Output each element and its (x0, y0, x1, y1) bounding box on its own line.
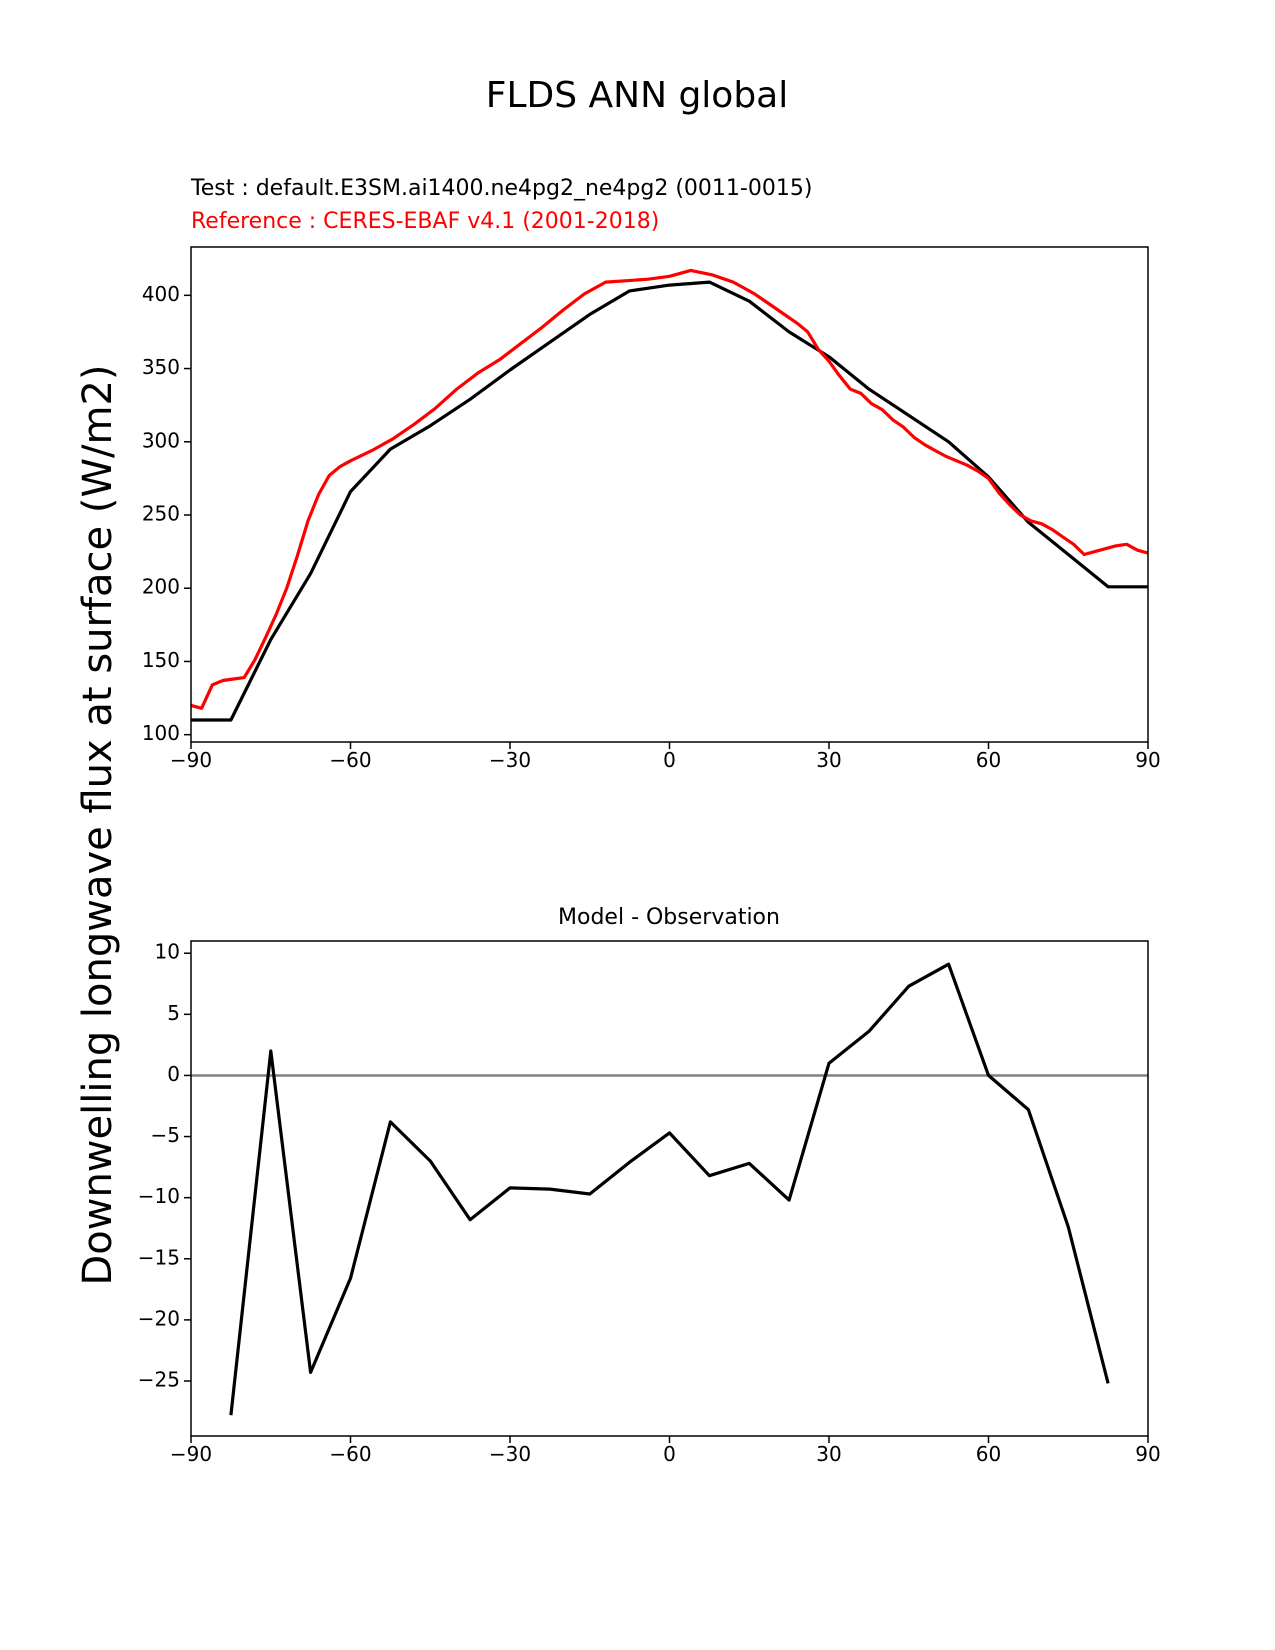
top-series-line-1 (190, 268, 1149, 710)
top-y-tick-label: 400 (142, 282, 180, 306)
bottom-y-tick-label: 0 (167, 1062, 180, 1086)
top-y-tick-label: 100 (142, 721, 180, 745)
top-x-tick-label: 90 (1135, 748, 1160, 772)
bottom-y-tick-label: 10 (155, 940, 180, 964)
top-y-tick-label: 150 (142, 648, 180, 672)
top-y-tick-label: 300 (142, 428, 180, 452)
reference-label: Reference : CERES-EBAF v4.1 (2001-2018) (191, 209, 659, 234)
difference-panel-title: Model - Observation (558, 905, 780, 930)
bottom-x-tick-label: 30 (816, 1442, 841, 1466)
bottom-y-tick-label: −20 (138, 1306, 180, 1330)
bottom-x-tick-label: 90 (1135, 1442, 1160, 1466)
test-vs-reference-panel: Test : default.E3SM.ai1400.ne4pg2_ne4pg2… (142, 176, 1161, 772)
difference-panel: Model - Observation −90 −60 −30 0 30 60 90 −25 −… (138, 905, 1161, 1466)
bottom-y-tick-label: −15 (138, 1245, 180, 1269)
bottom-x-tick-label: −90 (170, 1442, 212, 1466)
top-x-tick-label: 0 (663, 748, 676, 772)
bottom-y-tick-label: −5 (151, 1123, 180, 1147)
top-y-tick-label: 350 (142, 355, 180, 379)
bottom-y-tick-label: 5 (167, 1001, 180, 1025)
bottom-y-tick-label: −10 (138, 1184, 180, 1208)
top-x-tick-label: −30 (489, 748, 531, 772)
test-label: Test : default.E3SM.ai1400.ne4pg2_ne4pg2… (190, 176, 812, 201)
top-x-tick-label: 30 (816, 748, 841, 772)
top-x-tick-label: −60 (329, 748, 371, 772)
top-x-tick-label: −90 (170, 748, 212, 772)
top-x-tick-label: 60 (976, 748, 1001, 772)
y-axis-label: Downwelling longwave flux at surface (W/… (75, 364, 121, 1285)
figure-title: FLDS ANN global (486, 75, 789, 116)
bottom-axes-frame (190, 940, 1149, 1437)
bottom-x-tick-label: −60 (329, 1442, 371, 1466)
top-y-tick-label: 200 (142, 575, 180, 599)
bottom-x-tick-label: −30 (489, 1442, 531, 1466)
top-y-tick-label: 250 (142, 502, 180, 526)
bottom-x-tick-label: 60 (976, 1442, 1001, 1466)
bottom-series-line-0 (229, 962, 1110, 1416)
bottom-y-tick-label: −25 (138, 1368, 180, 1392)
bottom-x-tick-label: 0 (663, 1442, 676, 1466)
